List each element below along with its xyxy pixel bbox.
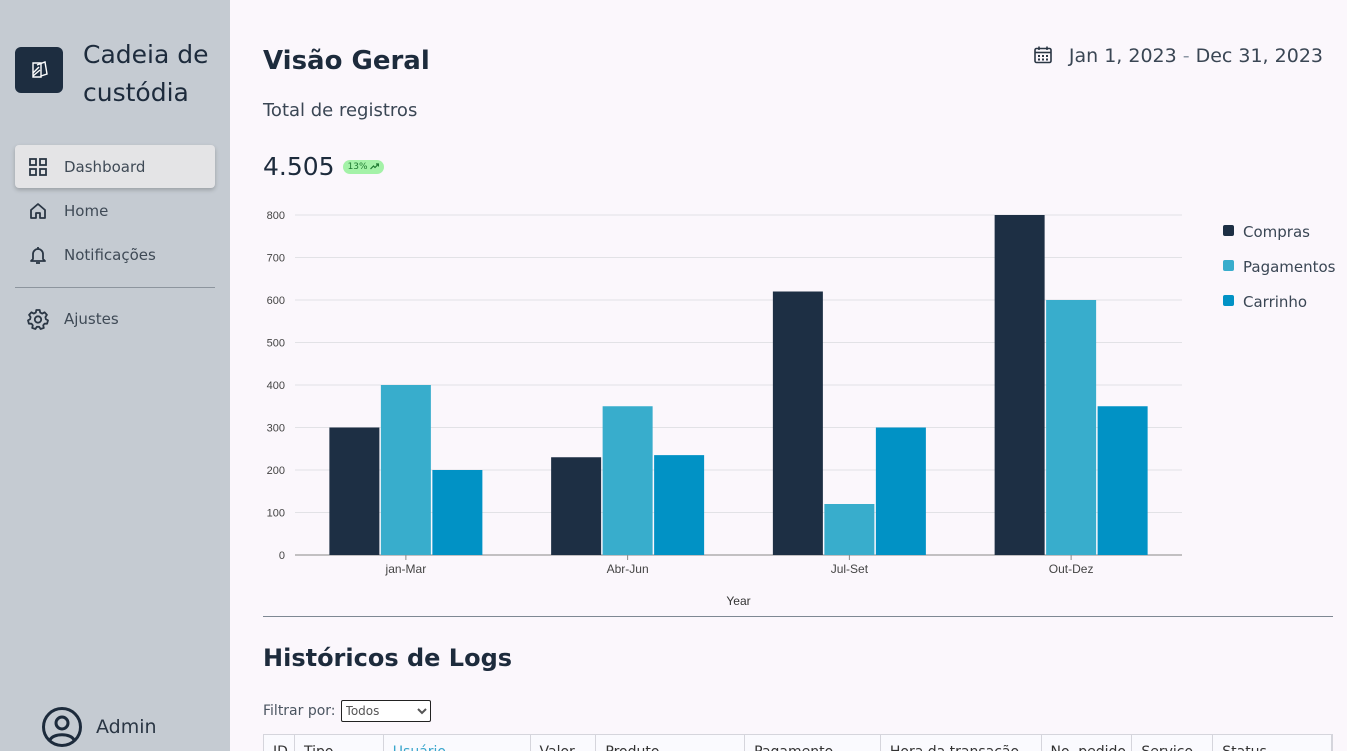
date-range-picker[interactable]: Jan 1, 2023 - Dec 31, 2023 (1033, 45, 1323, 67)
gear-icon (27, 308, 49, 330)
table-header-cell[interactable]: Pagamento (745, 735, 881, 751)
date-end: Dec 31, 2023 (1195, 45, 1323, 67)
x-tick-label: jan-Mar (385, 562, 427, 576)
filter-select[interactable]: Todos (340, 700, 431, 722)
legend-swatch (1223, 224, 1234, 236)
y-tick-label: 0 (279, 550, 285, 562)
bar (329, 427, 380, 555)
brand[interactable]: Cadeia de custódia (15, 36, 213, 112)
nav-divider (15, 287, 215, 288)
table-header-cell[interactable]: ID (264, 735, 295, 751)
summary-subtitle: Total de registros (263, 100, 418, 121)
legend-label: Carrinho (1243, 292, 1308, 311)
logs-table-header: IDTipoUsuárioValorProdutoPagamentoHora d… (263, 734, 1333, 751)
table-header-cell[interactable]: Valor (531, 735, 597, 751)
app-logo-icon (15, 47, 63, 93)
legend-swatch (1223, 294, 1234, 306)
y-tick-label: 700 (267, 253, 285, 265)
sidebar-item-ajustes[interactable]: Ajustes (15, 297, 215, 340)
legend-label: Compras (1243, 222, 1310, 241)
section-divider (263, 616, 1333, 617)
bar (380, 385, 431, 555)
x-axis-label: Year (726, 594, 750, 608)
bell-icon (27, 244, 49, 266)
sidebar-nav: Dashboard Home Notificações (15, 145, 215, 341)
growth-badge: 13% (342, 159, 384, 174)
x-tick-label: Jul-Set (831, 562, 869, 576)
y-tick-label: 100 (267, 508, 285, 520)
table-header-cell[interactable]: No. pedido (1042, 735, 1133, 751)
bar (1046, 300, 1097, 555)
grid-icon (27, 156, 49, 178)
bar (824, 504, 875, 555)
total-value: 4.505 (263, 152, 335, 181)
main-content: Visão Geral Jan 1, 2023 - Dec 31, 2023 T… (263, 0, 1336, 751)
y-tick-label: 300 (267, 423, 285, 435)
logs-title: Históricos de Logs (263, 644, 513, 672)
bar (432, 470, 483, 555)
y-tick-label: 500 (267, 338, 285, 350)
home-icon (27, 200, 49, 222)
sidebar-item-home[interactable]: Home (15, 189, 215, 232)
total-records: 4.505 13% (263, 152, 384, 181)
sidebar-item-dashboard[interactable]: Dashboard (15, 145, 215, 188)
bar (1097, 406, 1148, 555)
legend-swatch (1223, 259, 1234, 271)
trend-up-icon (369, 163, 379, 170)
sidebar-item-label: Dashboard (64, 157, 146, 176)
table-header-cell[interactable]: Produto (596, 735, 746, 751)
growth-badge-value: 13% (347, 161, 368, 172)
legend-label: Pagamentos (1243, 257, 1336, 276)
y-tick-label: 200 (267, 465, 285, 477)
calendar-icon (1033, 45, 1055, 67)
brand-name: Cadeia de custódia (83, 40, 209, 107)
user-name: Admin (96, 716, 157, 738)
bar (875, 427, 926, 555)
user-profile[interactable]: Admin (28, 706, 157, 748)
sidebar: Cadeia de custódia Dashboard Home (0, 0, 230, 751)
table-header-cell[interactable]: Serviço (1132, 735, 1214, 751)
chart-legend: Compras Pagamentos Carrinho (1223, 214, 1336, 319)
sidebar-item-label: Notificações (64, 245, 156, 264)
filter-label: Filtrar por: (263, 703, 336, 719)
sidebar-item-label: Home (64, 201, 109, 220)
table-header-cell[interactable]: Hora da transação (881, 735, 1042, 751)
bar (654, 455, 705, 555)
date-separator: - (1182, 45, 1190, 67)
bar (602, 406, 653, 555)
page-title: Visão Geral (263, 46, 430, 76)
sidebar-item-label: Ajustes (64, 309, 119, 328)
x-tick-label: Out-Dez (1049, 562, 1094, 576)
legend-item[interactable]: Pagamentos (1223, 249, 1336, 284)
user-circle-icon (41, 706, 83, 748)
bar (994, 215, 1045, 555)
y-tick-label: 400 (267, 380, 285, 392)
x-tick-label: Abr-Jun (607, 562, 649, 576)
bar (551, 457, 602, 555)
sidebar-item-notificacoes[interactable]: Notificações (15, 233, 215, 276)
legend-item[interactable]: Compras (1223, 214, 1336, 249)
bar-chart: 0 100 200 300 400 500 600 700 800 jan-Mar Abr-Jun J… (267, 210, 1182, 608)
legend-item[interactable]: Carrinho (1223, 284, 1336, 319)
y-tick-label: 800 (267, 210, 285, 222)
y-tick-label: 600 (267, 295, 285, 307)
table-header-cell[interactable]: Status (1213, 735, 1332, 751)
table-header-cell[interactable]: Tipo (295, 735, 384, 751)
date-start: Jan 1, 2023 (1068, 45, 1177, 67)
filter-bar: Filtrar por: Todos (263, 700, 431, 722)
table-header-cell[interactable]: Usuário (384, 735, 531, 751)
bar (772, 291, 823, 555)
